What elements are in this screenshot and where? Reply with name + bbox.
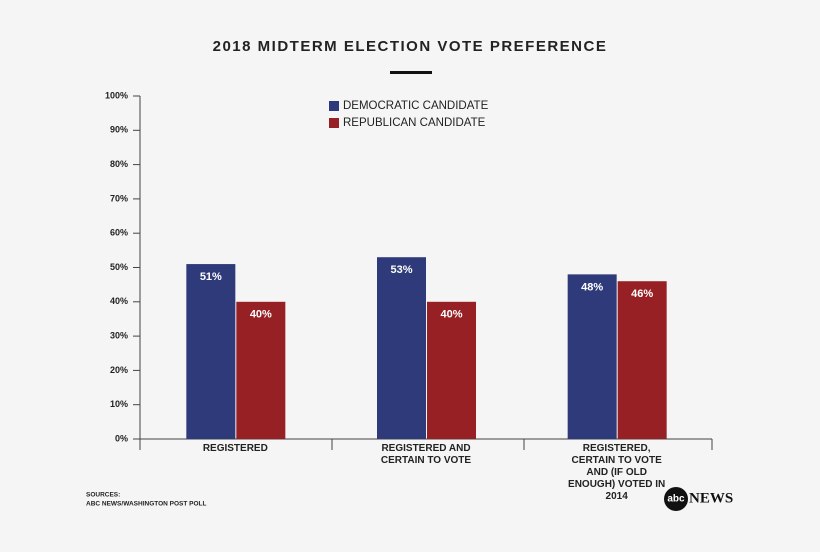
logo-circle bbox=[664, 487, 688, 511]
bar bbox=[567, 274, 617, 439]
value-label: 51% bbox=[200, 271, 222, 283]
x-tick-label: REGISTERED bbox=[202, 443, 268, 454]
chart-title: 2018 MIDTERM ELECTION VOTE PREFERENCE bbox=[213, 38, 608, 55]
source: ABC NEWS/WASHINGTON POST POLL bbox=[86, 501, 207, 508]
bar bbox=[186, 264, 236, 439]
bar bbox=[617, 281, 667, 439]
sources-label: SOURCES: bbox=[86, 492, 120, 499]
title-rule bbox=[390, 71, 432, 74]
value-label: 40% bbox=[440, 309, 462, 321]
logo-text: NEWS bbox=[689, 490, 733, 506]
bar bbox=[236, 301, 286, 439]
logo-mark: abc bbox=[667, 494, 685, 505]
y-tick-label: 40% bbox=[110, 296, 128, 306]
x-tick-label: REGISTERED AND CERTAIN TO VOTE bbox=[380, 443, 472, 466]
value-label: 40% bbox=[250, 309, 272, 321]
y-tick-label: 30% bbox=[110, 330, 128, 340]
legend-label: DEMOCRATIC CANDIDATE bbox=[343, 100, 489, 112]
legend-swatch bbox=[329, 101, 339, 111]
legend-swatch bbox=[329, 118, 339, 128]
value-label: 53% bbox=[390, 264, 412, 276]
value-label: 46% bbox=[631, 288, 653, 300]
y-tick-label: 100% bbox=[105, 90, 128, 100]
bar bbox=[377, 257, 426, 439]
legend-label: REPUBLICAN CANDIDATE bbox=[343, 117, 486, 129]
y-tick-label: 20% bbox=[110, 365, 128, 375]
y-tick-label: 70% bbox=[110, 193, 128, 203]
y-tick-label: 90% bbox=[110, 125, 128, 135]
y-tick-label: 50% bbox=[110, 262, 128, 272]
value-label: 48% bbox=[581, 281, 603, 293]
y-tick-label: 80% bbox=[110, 159, 128, 169]
y-tick-label: 0% bbox=[115, 433, 128, 443]
bar bbox=[427, 301, 476, 439]
y-tick-label: 10% bbox=[110, 399, 128, 409]
x-tick-label: REGISTERED, CERTAIN TO VOTE AND (IF OLD … bbox=[568, 443, 666, 502]
y-tick-label: 60% bbox=[110, 228, 128, 238]
